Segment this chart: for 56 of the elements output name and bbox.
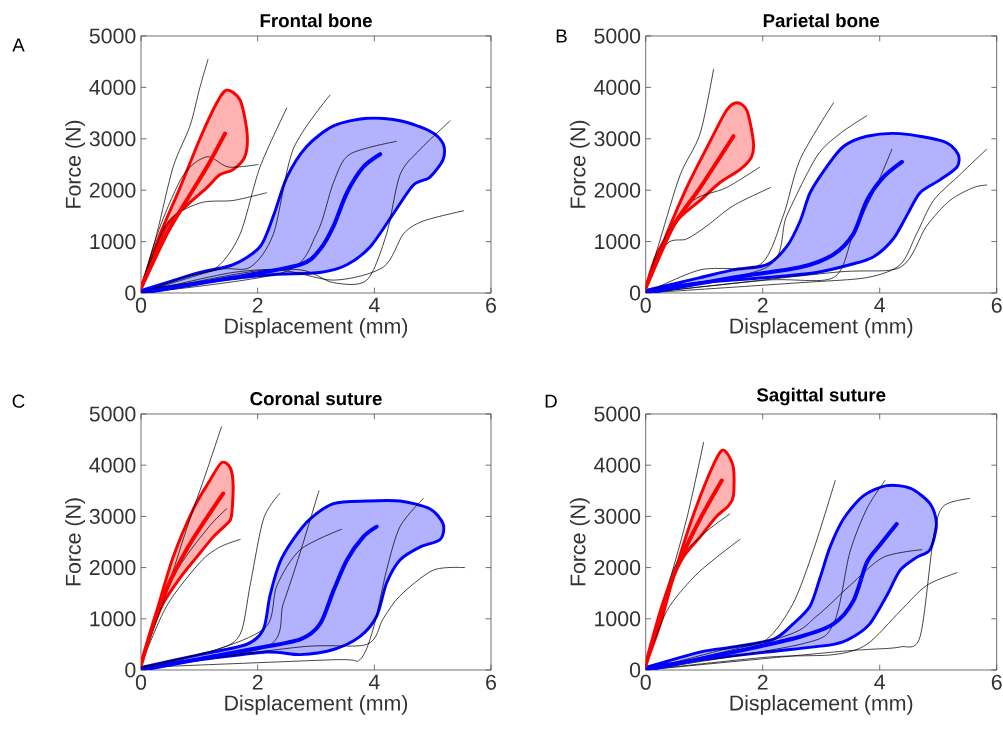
y-tick-label: 3000: [594, 131, 641, 147]
chart-title: Sagittal suture: [756, 387, 886, 406]
chart-title: Frontal bone: [260, 13, 372, 28]
y-axis-title: Force (N): [65, 120, 86, 208]
y-tick-label: 5000: [89, 28, 136, 44]
y-tick-label: 4000: [89, 79, 136, 95]
text: A: [12, 38, 25, 52]
y-axis-title: Force (N): [569, 120, 590, 208]
x-tick-label: 4: [874, 297, 885, 313]
y-axis-title: Force (N): [65, 498, 86, 586]
x-axis-title: Displacement (mm): [225, 694, 408, 715]
x-tick-label: 2: [757, 297, 768, 313]
x-tick-label: 2: [252, 297, 263, 313]
y-tick-label: 0: [125, 662, 136, 678]
y-tick-label: 4000: [594, 457, 641, 473]
text: C: [12, 394, 25, 408]
x-tick-label: 6: [991, 674, 1002, 690]
x-tick-label: 6: [486, 674, 496, 690]
y-axis-title: Force (N): [569, 498, 590, 586]
y-tick-label: 2000: [89, 560, 136, 576]
x-tick-label: 0: [640, 297, 651, 313]
y-tick-label: 0: [125, 285, 136, 301]
y-tick-label: 3000: [89, 131, 136, 147]
y-tick-label: 3000: [594, 508, 641, 524]
text: B: [556, 29, 567, 43]
y-tick-label: 2000: [594, 182, 641, 198]
y-tick-label: 1000: [595, 234, 641, 250]
y-tick-label: 0: [629, 285, 641, 301]
y-tick-label: 3000: [89, 508, 136, 524]
x-tick-label: 0: [640, 674, 651, 690]
y-tick-label: 5000: [594, 28, 641, 44]
x-axis-title: Displacement (mm): [730, 317, 913, 338]
x-tick-label: 6: [486, 297, 496, 313]
y-tick-label: 1000: [90, 611, 136, 627]
x-tick-label: 0: [135, 297, 147, 313]
y-tick-label: 2000: [89, 182, 136, 198]
text: D: [545, 394, 557, 408]
y-tick-label: 4000: [594, 79, 641, 95]
x-tick-label: 4: [368, 674, 380, 690]
chart-title: Coronal suture: [250, 391, 382, 406]
y-tick-label: 4000: [89, 457, 136, 473]
y-tick-label: 0: [629, 662, 641, 678]
x-tick-label: 2: [757, 674, 768, 690]
x-tick-label: 2: [252, 674, 263, 690]
x-axis-title: Displacement (mm): [730, 694, 913, 715]
chart-title: Parietal bone: [763, 13, 880, 28]
x-tick-label: 4: [874, 674, 885, 690]
y-tick-label: 5000: [594, 406, 641, 422]
y-tick-label: 1000: [90, 234, 136, 250]
x-tick-label: 0: [135, 674, 147, 690]
y-tick-label: 1000: [595, 611, 641, 627]
y-tick-label: 5000: [89, 406, 136, 422]
y-tick-label: 2000: [594, 560, 641, 576]
x-axis-title: Displacement (mm): [225, 317, 408, 338]
x-tick-label: 4: [368, 297, 380, 313]
x-tick-label: 6: [991, 297, 1002, 313]
